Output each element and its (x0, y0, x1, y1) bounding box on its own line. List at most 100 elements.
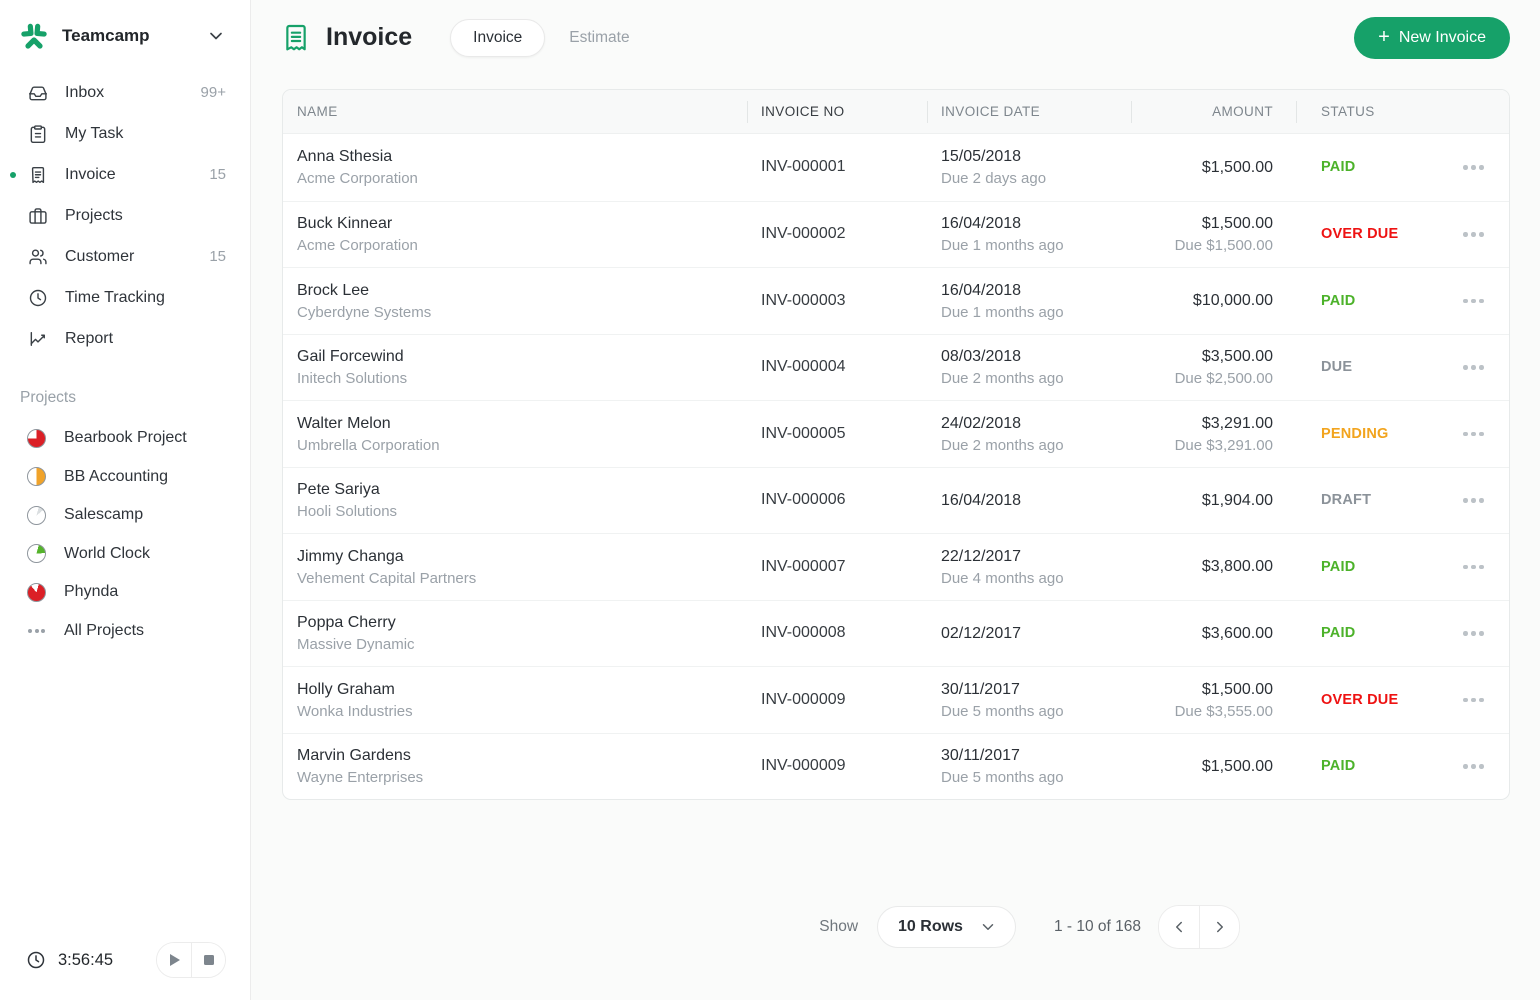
customer-name: Anna Sthesia (297, 148, 393, 166)
due-ago-text: Due 1 months ago (941, 303, 1064, 321)
row-actions-menu-icon[interactable] (1459, 492, 1488, 509)
sidebar-item-my-task[interactable]: My Task (0, 113, 250, 154)
invoice-number: INV-000008 (761, 624, 846, 642)
inbox-icon (28, 83, 48, 103)
row-actions-menu-icon[interactable] (1459, 359, 1488, 376)
project-label: World Clock (64, 544, 150, 562)
previous-page-button[interactable] (1159, 906, 1199, 948)
project-progress-pie-icon (27, 582, 46, 602)
invoice-row[interactable]: Poppa Cherry Massive Dynamic INV-000008 02/… (283, 599, 1509, 667)
sidebar-item-report[interactable]: Report (0, 318, 250, 359)
status-badge: OVER DUE (1321, 226, 1399, 243)
invoice-amount: $1,500.00 (1201, 158, 1273, 176)
column-header-invoice-no: INVOICE NO (747, 90, 927, 133)
sidebar-project-world-clock[interactable]: World Clock (0, 535, 250, 574)
invoice-number: INV-000007 (761, 557, 846, 575)
row-actions-menu-icon[interactable] (1459, 758, 1488, 775)
company-name: Vehement Capital Partners (297, 569, 477, 587)
invoice-row[interactable]: Gail Forcewind Initech Solutions INV-00000… (283, 333, 1509, 401)
sidebar-project-phynda[interactable]: Phynda (0, 573, 250, 612)
customer-name: Poppa Cherry (297, 614, 396, 632)
invoice-date: 16/04/2018 (941, 491, 1022, 509)
chevron-right-icon (1216, 921, 1223, 933)
briefcase-icon (28, 206, 48, 226)
sidebar-item-invoice[interactable]: Invoice 15 (0, 154, 250, 195)
invoice-row[interactable]: Holly Graham Wonka Industries INV-000009 30… (283, 666, 1509, 733)
column-header-amount: AMOUNT (1131, 90, 1296, 133)
project-label: BB Accounting (64, 467, 169, 485)
project-progress-pie-icon (27, 544, 46, 564)
company-name: Acme Corporation (297, 237, 418, 255)
tab-invoice[interactable]: Invoice (450, 18, 546, 57)
row-actions-menu-icon[interactable] (1459, 559, 1488, 576)
plus-icon: + (1378, 25, 1390, 48)
sidebar-item-time-tracking[interactable]: Time Tracking (0, 277, 250, 318)
chevron-down-icon[interactable] (206, 26, 226, 46)
status-badge: PAID (1321, 758, 1356, 775)
invoice-number: INV-000006 (761, 491, 846, 509)
row-actions-menu-icon[interactable] (1459, 426, 1488, 443)
row-actions-menu-icon[interactable] (1459, 293, 1488, 310)
column-header-status: STATUS (1296, 90, 1438, 133)
sidebar-project-bearbook-project[interactable]: Bearbook Project (0, 419, 250, 458)
invoice-row[interactable]: Buck Kinnear Acme Corporation INV-000002 16… (283, 200, 1509, 268)
table-header-row: NAME INVOICE NO INVOICE DATE AMOUNT STAT… (283, 90, 1509, 134)
project-label: All Projects (64, 621, 145, 639)
company-name: Wonka Industries (297, 702, 413, 720)
company-name: Massive Dynamic (297, 636, 415, 654)
clock-icon (27, 951, 45, 969)
invoice-number: INV-000003 (761, 291, 846, 309)
customer-name: Gail Forcewind (297, 348, 404, 366)
invoice-icon (28, 165, 48, 185)
next-page-button[interactable] (1199, 906, 1239, 948)
show-label: Show (819, 918, 859, 935)
row-actions-menu-icon[interactable] (1459, 692, 1488, 709)
invoice-date: 22/12/2017 (941, 547, 1022, 565)
users-icon (28, 247, 48, 267)
sidebar-nav: Inbox 99+ My Task Invoice 15 Projects Customer… (0, 68, 250, 359)
rows-per-page-value: 10 Rows (898, 918, 963, 935)
sidebar-project-salescamp[interactable]: Salescamp (0, 496, 250, 535)
sidebar-item-label: Time Tracking (65, 288, 165, 306)
due-ago-text: Due 5 months ago (941, 769, 1064, 787)
invoice-row[interactable]: Marvin Gardens Wayne Enterprises INV-00000… (283, 732, 1509, 800)
sidebar-item-inbox[interactable]: Inbox 99+ (0, 72, 250, 113)
customer-name: Walter Melon (297, 414, 391, 432)
invoice-amount: $1,500.00 (1201, 215, 1273, 233)
row-actions-menu-icon[interactable] (1459, 625, 1488, 642)
sidebar-project-bb-accounting[interactable]: BB Accounting (0, 458, 250, 497)
timer-play-button[interactable] (157, 943, 191, 977)
invoice-row[interactable]: Jimmy Changa Vehement Capital Partners INV… (283, 533, 1509, 600)
chart-icon (28, 329, 48, 349)
due-ago-text: Due 2 months ago (941, 436, 1064, 454)
timer-stop-button[interactable] (191, 943, 225, 977)
invoice-amount: $1,500.00 (1201, 680, 1273, 698)
invoice-amount: $3,500.00 (1201, 348, 1273, 366)
new-invoice-button[interactable]: + New Invoice (1354, 16, 1510, 59)
invoice-row[interactable]: Walter Melon Umbrella Corporation INV-0000… (283, 400, 1509, 467)
invoice-row[interactable]: Pete Sariya Hooli Solutions INV-000006 16/0… (283, 466, 1509, 534)
sidebar-item-label: Invoice (65, 165, 116, 183)
project-label: Salescamp (64, 506, 144, 524)
sidebar-item-badge: 15 (209, 248, 226, 265)
row-actions-menu-icon[interactable] (1459, 226, 1488, 243)
sidebar-item-projects[interactable]: Projects (0, 195, 250, 236)
due-amount-text: Due $3,555.00 (1174, 702, 1273, 720)
sidebar-project-all-projects[interactable]: All Projects (0, 612, 250, 651)
row-actions-menu-icon[interactable] (1459, 159, 1488, 176)
tab-estimate[interactable]: Estimate (569, 28, 630, 46)
invoice-date: 08/03/2018 (941, 348, 1022, 366)
invoice-row[interactable]: Brock Lee Cyberdyne Systems INV-000003 16/0… (283, 267, 1509, 334)
sidebar-item-label: Inbox (65, 83, 105, 101)
rows-per-page-select[interactable]: 10 Rows (877, 906, 1016, 948)
sidebar-item-label: Customer (65, 247, 135, 265)
time-tracker: 3:56:45 (0, 924, 250, 1000)
sidebar-item-customer[interactable]: Customer 15 (0, 236, 250, 277)
invoice-date: 16/04/2018 (941, 281, 1022, 299)
projects-section-header: Projects (20, 389, 76, 406)
workspace-switcher[interactable]: Teamcamp (0, 0, 250, 68)
customer-name: Buck Kinnear (297, 215, 393, 233)
ellipsis-icon (27, 628, 46, 633)
invoice-row[interactable]: Anna Sthesia Acme Corporation INV-000001 15… (283, 134, 1509, 201)
